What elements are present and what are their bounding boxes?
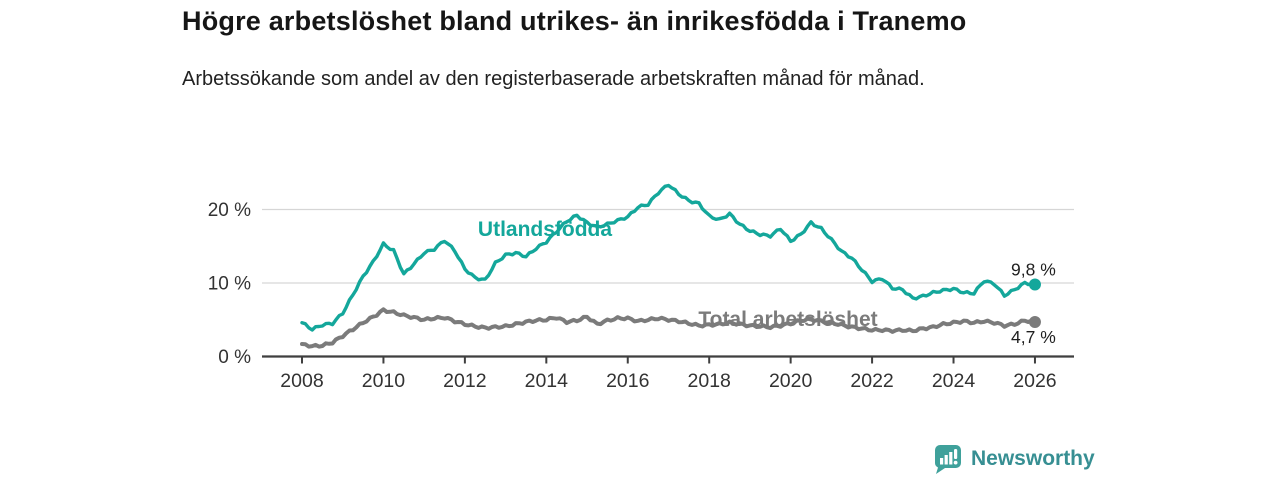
series-end-dot — [1028, 315, 1041, 328]
series-end-value-label: 9,8 % — [1011, 259, 1056, 279]
y-axis-tick-label: 10 % — [208, 274, 251, 295]
series-line-utlandsfodda — [300, 183, 1037, 332]
bar-chart-speech-bubble-icon — [935, 445, 961, 474]
series-name-label: Total arbetslöshet — [698, 308, 877, 331]
series-name-label: Utlandsfödda — [478, 218, 612, 241]
series-end-value-label: 4,7 % — [1011, 327, 1056, 347]
x-axis-tick-label: 2008 — [280, 370, 323, 392]
x-axis-tick-label: 2016 — [606, 370, 649, 392]
y-axis-tick-label: 20 % — [208, 200, 251, 221]
x-axis-tick-label: 2018 — [688, 370, 731, 392]
chart-subtitle: Arbetssökande som andel av den registerb… — [182, 68, 925, 90]
x-axis-tick-label: 2014 — [525, 370, 569, 392]
x-axis-tick-label: 2024 — [932, 370, 976, 392]
x-axis-tick-label: 2010 — [362, 370, 406, 392]
x-axis-tick-label: 2026 — [1013, 370, 1056, 392]
footer-branding: Newsworthy — [933, 444, 1095, 474]
series-line-total — [300, 307, 1037, 349]
series-end-dot — [1028, 278, 1041, 291]
x-axis-tick-label: 2012 — [443, 370, 486, 392]
y-axis-tick-label: 0 % — [218, 347, 251, 368]
brand-name: Newsworthy — [971, 447, 1095, 470]
chart-title: Högre arbetslöshet bland utrikes- än inr… — [182, 6, 967, 36]
x-axis-tick-label: 2022 — [850, 370, 893, 392]
x-axis-tick-label: 2020 — [769, 370, 813, 392]
